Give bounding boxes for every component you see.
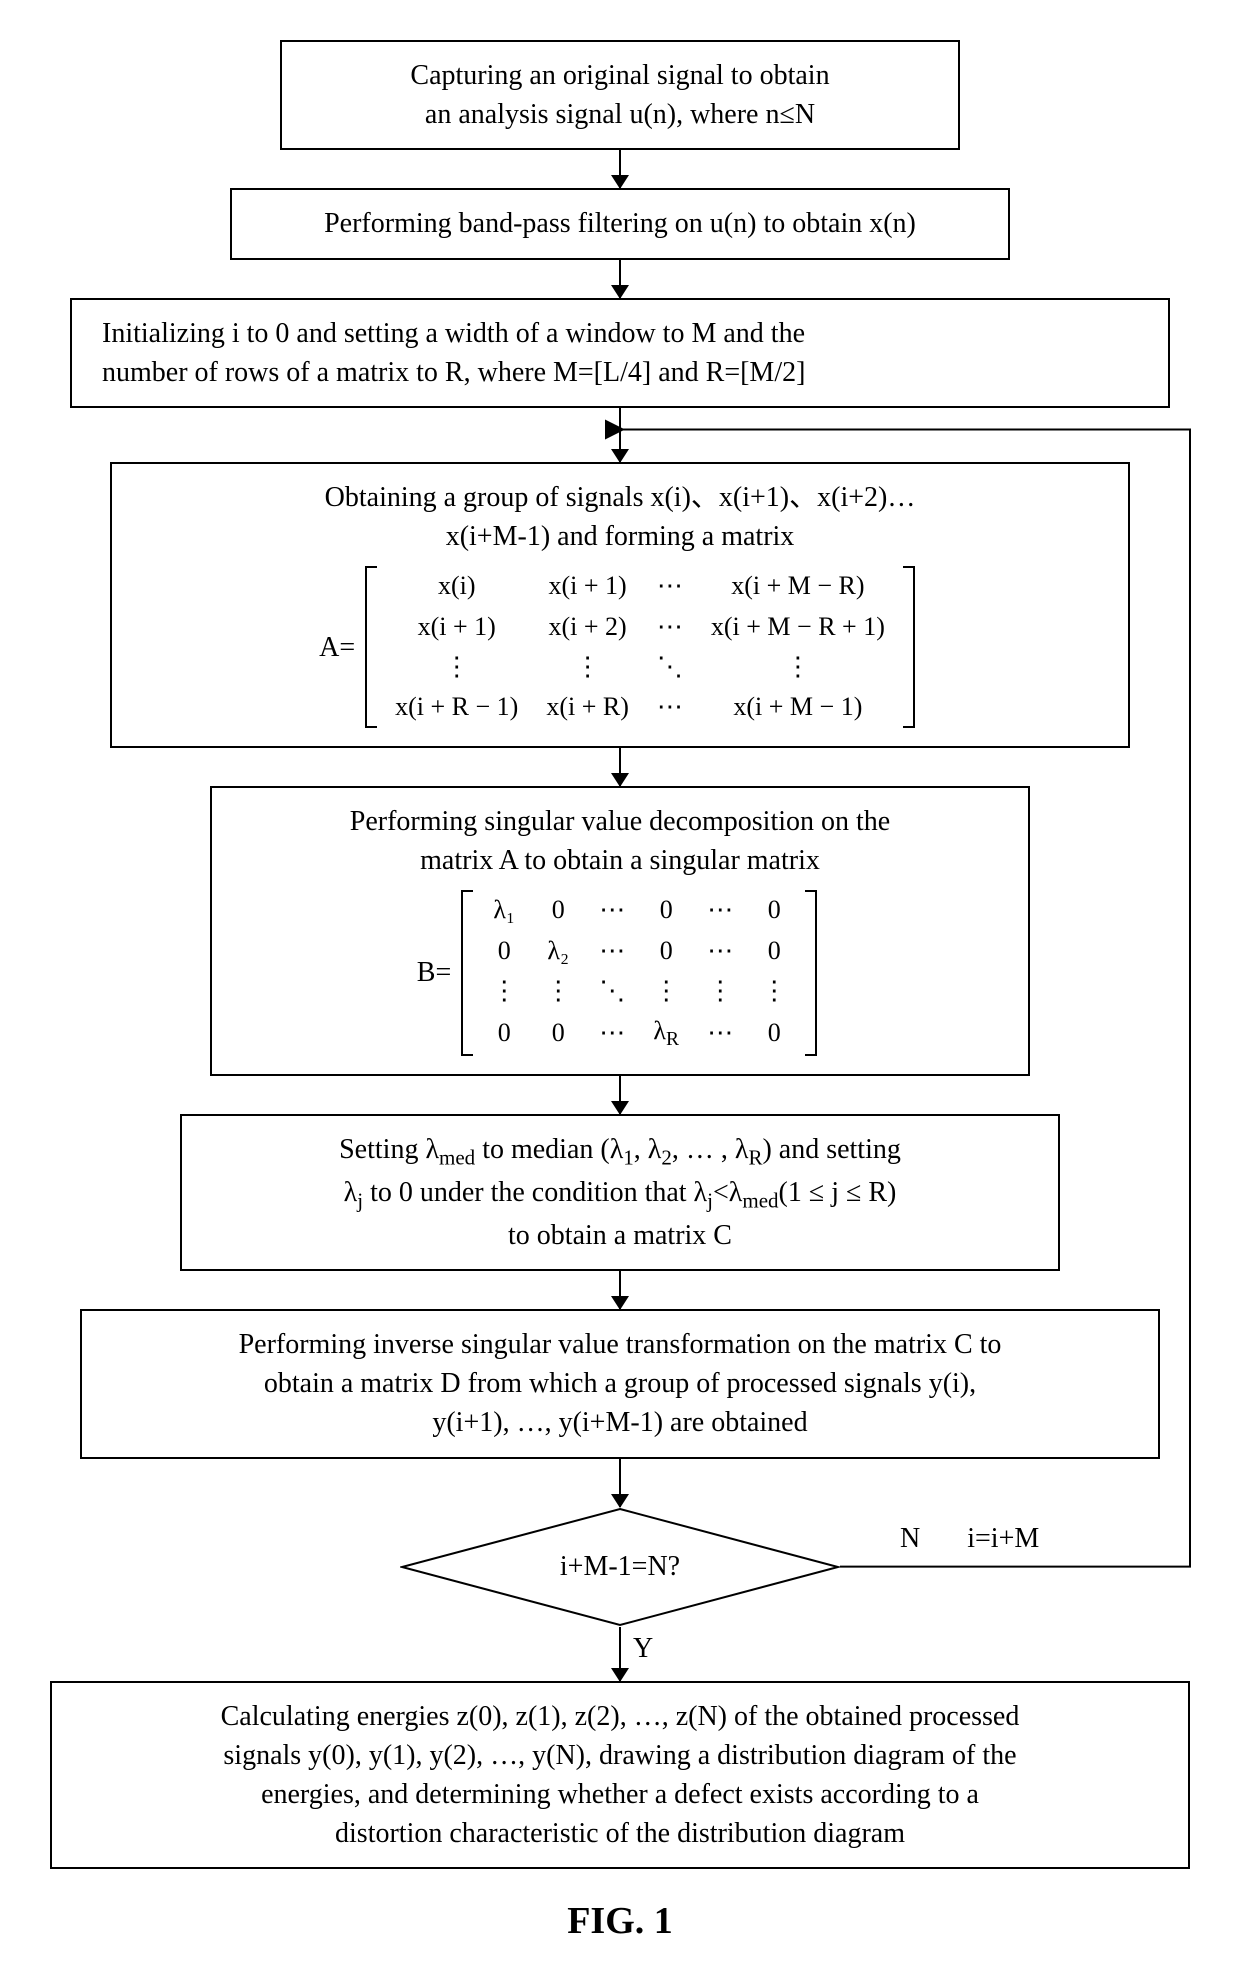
node-text: energies, and determining whether a defe… xyxy=(261,1779,979,1810)
node-form-matrix-a: Obtaining a group of signals x(i)、x(i+1)… xyxy=(110,462,1130,748)
node-text: Calculating energies z(0), z(1), z(2), …… xyxy=(221,1701,1020,1732)
matrix-a: x(i)x(i + 1)⋯x(i + M − R) x(i + 1)x(i + … xyxy=(365,566,915,728)
arrow xyxy=(619,150,621,188)
node-text: matrix A to obtain a singular matrix xyxy=(420,845,820,876)
yes-label: Y xyxy=(633,1633,653,1665)
arrow xyxy=(619,1076,621,1114)
arrow-merge xyxy=(619,408,621,462)
no-action: i=i+M xyxy=(967,1523,1039,1554)
node-text: Capturing an original signal to obtain xyxy=(410,60,829,91)
node-text: y(i+1), …, y(i+M-1) are obtained xyxy=(432,1407,807,1438)
node-bandpass-filter: Performing band-pass filtering on u(n) t… xyxy=(230,188,1010,259)
arrow xyxy=(619,748,621,786)
arrow xyxy=(619,1271,621,1309)
matrix-label: B= xyxy=(417,953,451,992)
matrix-b: λ₁0⋯0⋯00λ₂⋯0⋯0⋮⋮⋱⋮⋮⋮00⋯λR⋯0 xyxy=(461,890,817,1056)
node-text: Initializing i to 0 and setting a width … xyxy=(102,318,805,349)
node-text: Performing singular value decomposition … xyxy=(350,806,890,837)
decision-node: i+M-1=N? xyxy=(400,1507,840,1627)
node-svd: Performing singular value decomposition … xyxy=(210,786,1030,1076)
node-capture-signal: Capturing an original signal to obtain a… xyxy=(280,40,960,150)
node-initialize: Initializing i to 0 and setting a width … xyxy=(70,298,1170,408)
flowchart-container: Capturing an original signal to obtain a… xyxy=(30,40,1210,1869)
node-text: Performing inverse singular value transf… xyxy=(239,1329,1002,1360)
node-median-threshold: Setting λmed to median (λ1, λ2, … , λR) … xyxy=(180,1114,1060,1271)
node-text: distortion characteristic of the distrib… xyxy=(335,1818,905,1849)
decision-label: i+M-1=N? xyxy=(560,1551,680,1583)
arrow-yes xyxy=(619,1627,621,1681)
node-text: Obtaining a group of signals x(i)、x(i+1)… xyxy=(325,482,916,513)
node-text: signals y(0), y(1), y(2), …, y(N), drawi… xyxy=(223,1740,1016,1771)
no-label: N xyxy=(900,1523,920,1554)
arrow xyxy=(619,260,621,298)
node-text: x(i+M-1) and forming a matrix xyxy=(446,521,795,552)
node-calculate-energies: Calculating energies z(0), z(1), z(2), …… xyxy=(50,1681,1190,1870)
figure-label: FIG. 1 xyxy=(30,1899,1210,1943)
node-inverse-svd: Performing inverse singular value transf… xyxy=(80,1309,1160,1459)
node-text: obtain a matrix D from which a group of … xyxy=(264,1368,976,1399)
matrix-label: A= xyxy=(319,628,355,667)
node-text: Performing band-pass filtering on u(n) t… xyxy=(324,208,916,239)
arrow xyxy=(619,1459,621,1507)
node-text: number of rows of a matrix to R, where M… xyxy=(102,357,805,388)
node-text: an analysis signal u(n), where n≤N xyxy=(425,99,815,130)
